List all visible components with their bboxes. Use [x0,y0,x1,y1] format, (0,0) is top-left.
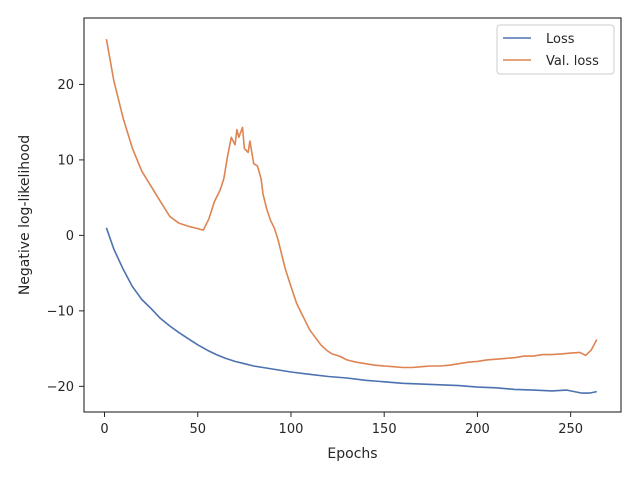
y-tick-label: 0 [66,229,74,244]
y-tick-label: 20 [57,78,74,93]
y-tick-label: −20 [47,380,74,395]
series-layer [105,38,598,394]
x-tick-label: 200 [465,422,490,437]
legend-label-val-loss: Val. loss [546,54,599,69]
y-tick-label: −10 [47,304,74,319]
legend: Loss Val. loss [496,24,615,75]
y-axis-label: Negative log-likelihood [17,135,33,295]
series-line-val-loss [105,38,598,369]
series-line-loss [105,227,597,394]
x-tick-label: 100 [279,422,304,437]
x-tick-label: 250 [558,422,583,437]
legend-label-loss: Loss [546,32,575,47]
x-axis-label: Epochs [327,446,377,462]
y-tick-label: 10 [57,153,74,168]
x-tick-label: 50 [189,422,206,437]
x-tick-label: 0 [100,422,108,437]
x-tick-label: 150 [372,422,397,437]
x-axis-ticks: 0 50 100 150 200 250 [100,412,583,437]
y-axis-ticks: −20 −10 0 10 20 [47,78,84,395]
plot-frame [83,17,622,413]
